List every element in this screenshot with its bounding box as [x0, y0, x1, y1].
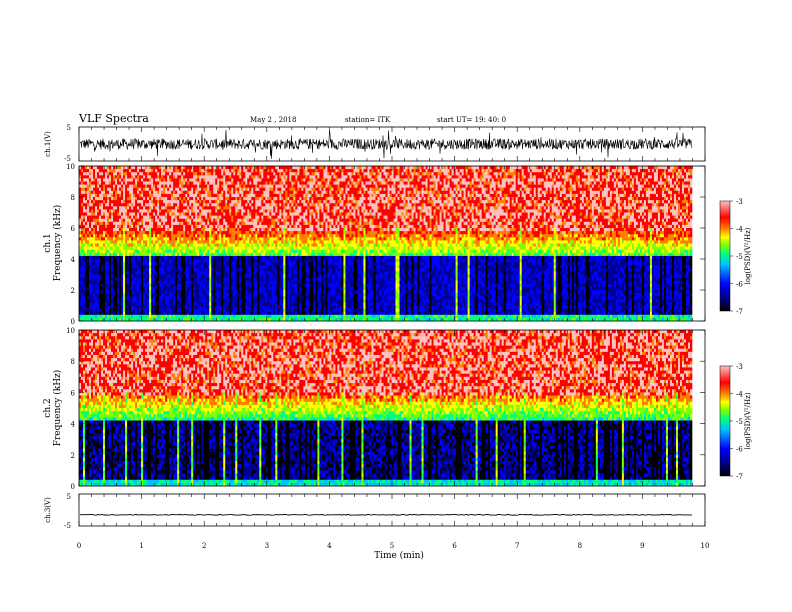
time-tick-label: 8: [578, 542, 582, 550]
ch2-spectrogram-image: [79, 330, 705, 487]
freq-tick-label: 6: [71, 225, 76, 233]
ch2-spec-x-ticks: [78, 330, 706, 486]
colorbar-ch1: -3 -4 -5 -6 -7 log(PSD)(V²/Hz): [719, 198, 752, 316]
freq-tick-label: 10: [66, 163, 75, 171]
colorbar-tick-label: -3: [736, 363, 743, 371]
freq-tick-label: 0: [71, 318, 75, 326]
colorbar-ch2: -3 -4 -5 -6 -7 log(PSD)(V²/Hz): [719, 363, 752, 481]
ch1-ylabel: ch.1(V): [44, 131, 52, 157]
ch1-spec-ylabel-2: Frequency (kHz): [52, 205, 63, 282]
time-tick-label: 9: [640, 542, 644, 550]
colorbar-tick-label: -7: [736, 473, 743, 481]
ch3-x-ticks: [78, 494, 706, 526]
colorbar-tick-label: -5: [736, 253, 743, 261]
figure-title: VLF Spectra: [78, 112, 149, 125]
colorbar-ch1-ticks: -3 -4 -5 -6 -7: [730, 198, 743, 316]
colorbar-ch2-label: log(PSD)(V²/Hz): [744, 392, 752, 449]
ch3-waveform-trace: [79, 513, 693, 516]
ch1-x-ticks: [78, 127, 706, 161]
colorbar-tick-label: -6: [736, 446, 743, 454]
freq-tick-label: 2: [71, 452, 75, 460]
time-tick-label: 1: [139, 542, 143, 550]
colorbar-tick-label: -4: [736, 226, 743, 234]
freq-tick-label: 10: [66, 327, 75, 335]
freq-tick-label: 4: [71, 421, 76, 429]
colorbar-tick-label: -5: [736, 418, 743, 426]
ch2-spec-ylabel-2: Frequency (kHz): [52, 370, 63, 447]
panel-ch1-spectrogram: 0 2 4 6 8 10 ch.1 Frequency (kHz): [43, 163, 706, 326]
freq-tick-label: 8: [71, 194, 75, 202]
freq-tick-label: 6: [71, 389, 76, 397]
ch1-spectrogram-image: [79, 166, 705, 322]
freq-tick-label: 0: [71, 483, 75, 491]
ch2-freq-ticks: 0 2 4 6 8 10: [66, 327, 705, 491]
freq-tick-label: 4: [71, 256, 76, 264]
colorbar-ch2-ticks: -3 -4 -5 -6 -7: [730, 363, 743, 481]
time-tick-label: 4: [327, 542, 332, 550]
colorbar-tick-label: -3: [736, 198, 743, 206]
time-tick-label: 10: [701, 542, 710, 550]
panel-ch1-waveform: 5 -5 ch.1(V): [44, 124, 706, 163]
start-time-label: start UT= 19: 40: 0: [437, 116, 506, 124]
time-tick-label: 2: [202, 542, 206, 550]
ch3-ytick-bottom: -5: [64, 522, 71, 530]
time-tick-label: 5: [390, 542, 394, 550]
colorbar-tick-label: -7: [736, 308, 743, 316]
ch1-ytick-top: 5: [67, 124, 71, 132]
time-tick-label: 7: [515, 542, 519, 550]
date-label: May 2 , 2018: [250, 116, 296, 124]
colorbar-tick-label: -4: [736, 391, 743, 399]
ch1-freq-ticks: 0 2 4 6 8 10: [66, 163, 705, 326]
time-tick-labels: 0 1 2 3 4 5 6 7 8 9 10: [77, 542, 710, 550]
x-axis-label: Time (min): [374, 550, 424, 561]
ch1-spec-ylabel-1: ch.1: [43, 233, 53, 252]
colorbar-tick-label: -6: [736, 281, 743, 289]
ch3-ylabel: ch.3(V): [44, 497, 52, 523]
time-tick-label: 0: [77, 542, 81, 550]
colorbar-ch1-label: log(PSD)(V²/Hz): [744, 227, 752, 284]
ch1-ytick-bottom: -5: [64, 155, 71, 163]
ch3-ytick-top: 5: [67, 493, 71, 501]
ch2-spec-ylabel-1: ch.2: [43, 398, 53, 417]
station-label: station= ITK: [345, 116, 391, 124]
time-tick-label: 3: [265, 542, 269, 550]
panel-ch2-spectrogram: 0 2 4 6 8 10 ch.2 Frequency (kHz): [43, 327, 706, 491]
ch1-spec-x-ticks: [78, 166, 706, 321]
freq-tick-label: 2: [71, 287, 75, 295]
panel-ch3-waveform: 5 -5 ch.3(V) 0 1 2 3 4 5 6 7 8 9 10 Time (min): [44, 493, 709, 561]
freq-tick-label: 8: [71, 358, 75, 366]
time-tick-label: 6: [452, 542, 457, 550]
ch1-waveform-trace: [79, 129, 693, 159]
